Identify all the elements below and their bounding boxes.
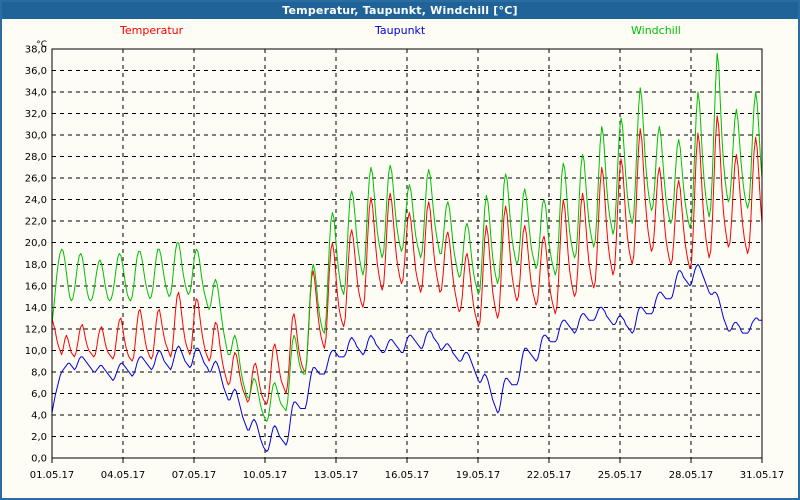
y-axis-tick-label: 24,0 <box>25 195 47 206</box>
y-axis-unit-label: °C <box>36 40 47 50</box>
x-axis-tick-label: 04.05.17 <box>101 470 146 481</box>
x-axis-tick-label: 19.05.17 <box>456 470 501 481</box>
series-line-temperatur <box>51 115 763 405</box>
y-axis-tick-label: 14,0 <box>25 303 47 314</box>
y-axis-tick-label: 18,0 <box>25 260 47 271</box>
data-series-group <box>51 52 763 453</box>
plot-background <box>52 49 762 458</box>
y-axis-tick-label: 12,0 <box>25 324 47 335</box>
x-axis-tick-label: 28.05.17 <box>669 470 714 481</box>
y-axis-tick-label: 6,0 <box>31 389 47 400</box>
x-axis-tick-label: 01.05.17 <box>30 470 75 481</box>
x-axis-tick-label: 07.05.17 <box>172 470 217 481</box>
y-axis-tick-label: 32,0 <box>25 109 47 120</box>
y-axis-tick-label: 36,0 <box>25 66 47 77</box>
y-axis-tick-label: 30,0 <box>25 131 47 142</box>
window-titlebar: Temperatur, Taupunkt, Windchill [°C] <box>2 2 798 19</box>
series-line-taupunkt <box>51 263 763 453</box>
x-axis-tick-label: 25.05.17 <box>598 470 643 481</box>
y-axis-tick-label: 10,0 <box>25 346 47 357</box>
y-axis-tick-label: 8,0 <box>31 367 47 378</box>
y-axis-tick-label: 38,0 <box>25 45 47 56</box>
x-axis-tick-label: 10.05.17 <box>243 470 288 481</box>
y-axis-unit: °C <box>36 40 47 50</box>
x-axis-tick-label: 16.05.17 <box>385 470 430 481</box>
y-axis-tick-label: 28,0 <box>25 152 47 163</box>
chart-legend: Temperatur Taupunkt Windchill <box>2 24 798 38</box>
x-axis-labels: 01.05.17 04.05.17 07.05.17 10.05.17 13.05.17… <box>30 470 785 481</box>
plot-frame <box>51 48 763 459</box>
x-axis-tick-label: 13.05.17 <box>314 470 359 481</box>
y-axis-tick-label: 26,0 <box>25 174 47 185</box>
chart-svg: 38,0 36,0 34,0 32,0 30,0 28,0 26,0 24,0 22,0 20,0… <box>25 40 785 481</box>
y-axis-tick-label: 20,0 <box>25 238 47 249</box>
y-axis-tick-label: 16,0 <box>25 281 47 292</box>
x-axis-tick-label: 22.05.17 <box>527 470 572 481</box>
x-axis-tick-label: 31.05.17 <box>740 470 785 481</box>
y-axis-labels: 38,0 36,0 34,0 32,0 30,0 28,0 26,0 24,0 22,0 20,0… <box>25 45 47 465</box>
legend-item-temperatur: Temperatur <box>120 24 184 37</box>
y-axis-tick-label: 34,0 <box>25 88 47 99</box>
y-axis-tick-label: 0,0 <box>31 454 47 465</box>
y-axis-tick-label: 4,0 <box>31 410 47 421</box>
chart-plot-area: 38,0 36,0 34,0 32,0 30,0 28,0 26,0 24,0 22,0 20,0… <box>2 38 798 498</box>
legend-item-taupunkt: Taupunkt <box>375 24 426 37</box>
series-line-windchill <box>51 52 763 422</box>
y-axis-tick-label: 2,0 <box>31 432 47 443</box>
legend-item-windchill: Windchill <box>631 24 681 37</box>
y-axis-tick-label: 22,0 <box>25 217 47 228</box>
window-title: Temperatur, Taupunkt, Windchill [°C] <box>282 4 518 17</box>
